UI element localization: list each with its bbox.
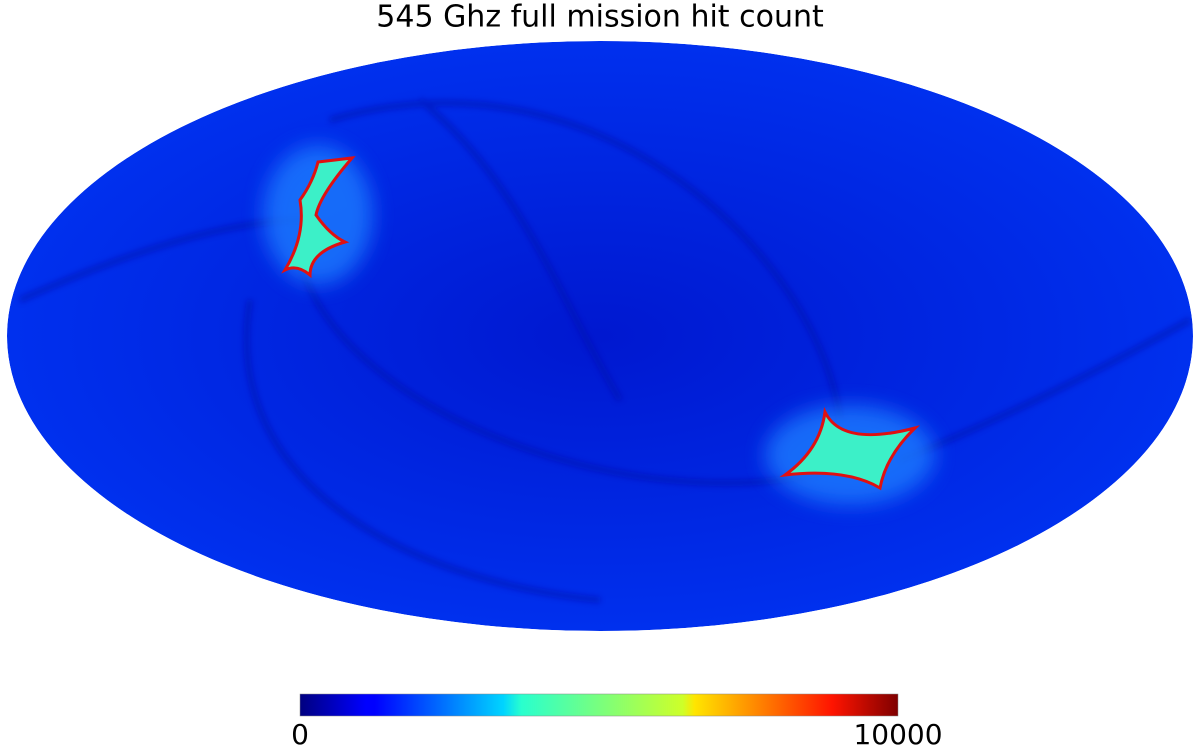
map (7, 41, 1193, 631)
colorbar-tick-label: 0 (291, 718, 309, 751)
colorbar (299, 693, 899, 717)
chart-title: 545 Ghz full mission hit count (376, 0, 824, 35)
colorbar-tick-label: 10000 (853, 718, 942, 751)
sky-map (7, 41, 1193, 631)
hotspot (779, 406, 921, 491)
scan-arcs (18, 97, 1192, 603)
hotspot (281, 156, 356, 279)
